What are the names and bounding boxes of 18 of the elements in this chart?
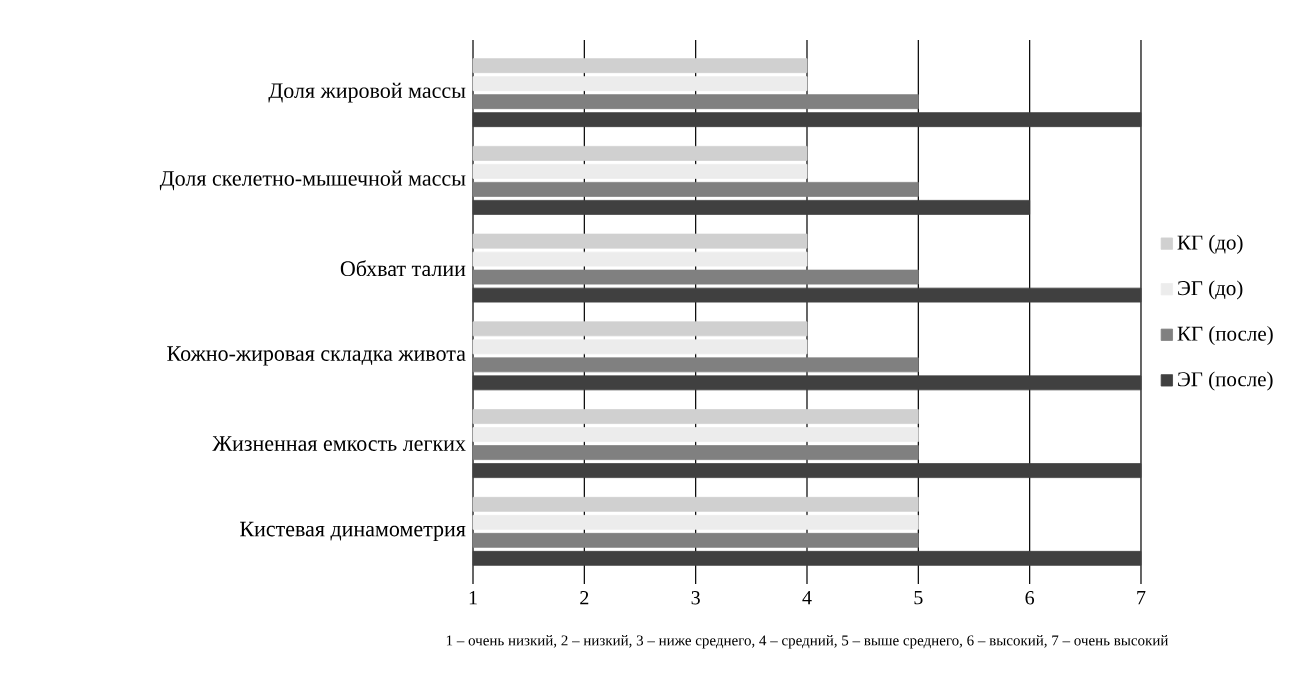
x-tick-label: 1 [469,591,477,605]
y-tick-label: Жизненная емкость легких [212,436,466,451]
legend-label: КГ (после) [1177,326,1273,346]
x-tick-label: 5 [914,591,923,605]
text: 1 – очень низкий, 2 – низкий, 3 – ниже среднего, 4 – средний, 5 – выше среднего, 6 – высокий, 7 – очень высокий [446,635,1169,649]
x-tick-label: 2 [580,591,589,605]
x-tick-label: 6 [1025,591,1035,605]
x-tick-label: 3 [691,591,700,605]
y-tick-label: Доля жировой массы [268,82,466,103]
y-tick-label: Обхват талии [340,260,466,277]
x-tick-label: 4 [802,591,812,605]
legend-label: ЭГ (до) [1178,280,1243,300]
legend-label: ЭГ (после) [1178,371,1273,391]
y-tick-label: Кистевая динамометрия [240,521,466,541]
legend-label: КГ (до) [1177,234,1243,254]
y-tick-label: Кожно-жировая складка живота [167,346,466,366]
x-tick-label: 7 [1137,591,1146,605]
y-tick-label: Доля скелетно-мышечной массы [159,170,466,191]
